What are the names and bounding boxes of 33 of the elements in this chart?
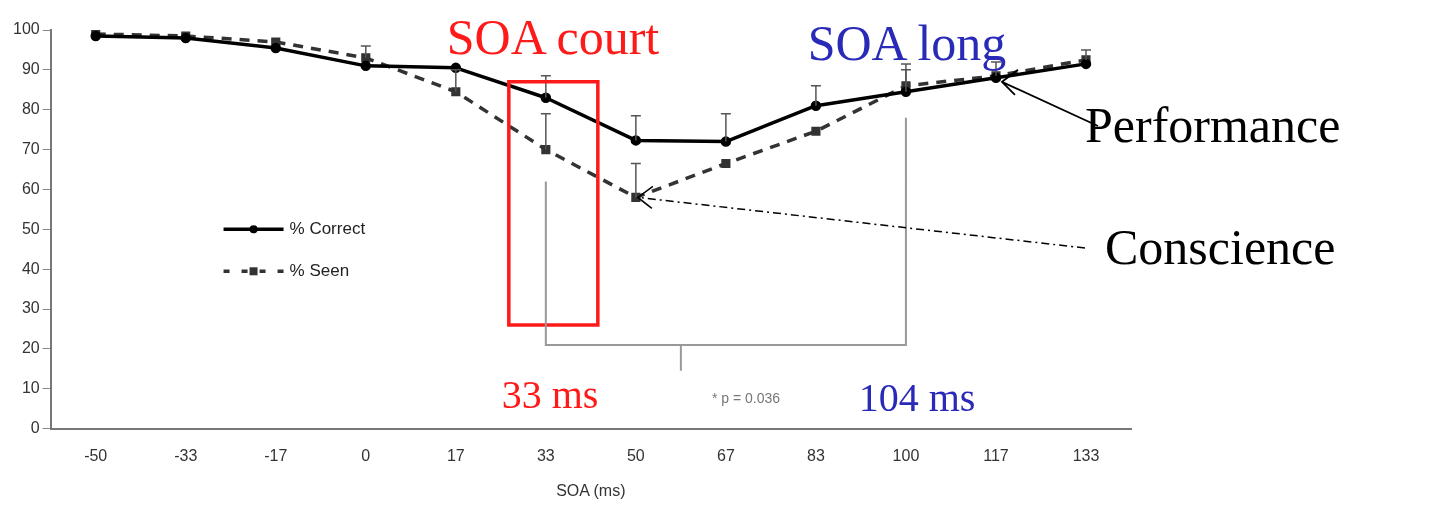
annotation: Performance	[1085, 97, 1341, 153]
annotation: 104 ms	[858, 375, 976, 420]
x-axis-title: SOA (ms)	[556, 481, 626, 499]
x-tick-label: 133	[1072, 446, 1100, 464]
x-tick-label: 117	[983, 446, 1009, 464]
y-tick-label: 80	[21, 100, 40, 118]
y-tick-label: 70	[21, 139, 40, 157]
y-tick-label: 0	[30, 419, 40, 437]
x-tick-label: 17	[446, 446, 465, 464]
annotation: Conscience	[1105, 219, 1336, 275]
x-tick-label: 0	[361, 446, 371, 464]
annotation: SOA court	[446, 9, 660, 65]
y-tick-label: 60	[21, 179, 40, 197]
x-tick-label: -50	[84, 446, 108, 464]
y-tick-label: 90	[21, 60, 40, 78]
legend-label: % Correct	[289, 218, 366, 238]
legend-label: % Seen	[289, 260, 350, 280]
y-tick-label: 50	[21, 219, 40, 237]
x-tick-label: 83	[807, 446, 825, 464]
x-tick-label: 50	[626, 446, 645, 464]
x-tick-label: 67	[716, 446, 735, 464]
annotation: * p = 0.036	[711, 390, 781, 406]
annotation: SOA long	[807, 15, 1007, 71]
x-tick-label: -17	[264, 446, 288, 464]
y-tick-label: 30	[21, 299, 40, 317]
y-tick-label: 20	[21, 339, 40, 357]
x-tick-label: -33	[174, 446, 198, 464]
x-tick-label: 33	[536, 446, 555, 464]
y-tick-label: 10	[21, 379, 40, 397]
x-tick-label: 100	[892, 446, 920, 464]
annotation: 33 ms	[501, 372, 599, 417]
y-tick-label: 40	[21, 259, 40, 277]
y-tick-label: 100	[12, 20, 40, 38]
